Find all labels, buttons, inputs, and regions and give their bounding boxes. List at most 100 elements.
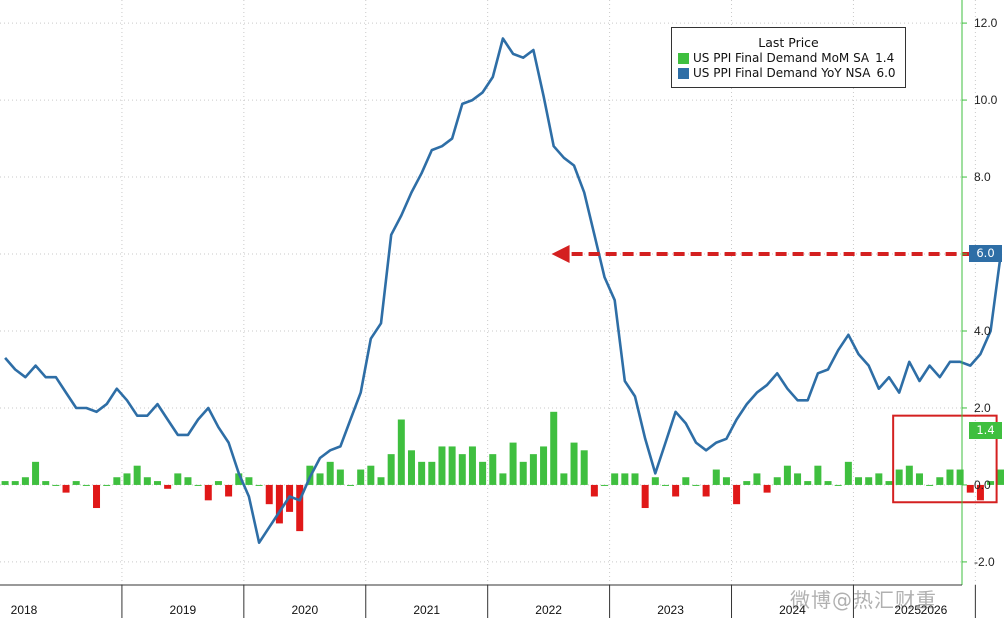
mom-bar [966,484,974,493]
mom-bar [987,481,995,485]
mom-bar [377,477,385,485]
mom-bar [255,484,263,486]
x-tick-label: 2019 [170,603,197,617]
highlight-box [892,414,998,504]
mom-bar [824,481,832,485]
y-tick-label: 8.0 [974,170,991,184]
mom-bar [641,484,649,509]
mom-bar [113,477,121,485]
mom-bar [611,473,619,485]
mom-bar [692,484,700,486]
x-tick-label: 2018 [11,603,38,617]
mom-bar [184,477,192,485]
mom-bar [316,473,324,485]
legend-item-mom: US PPI Final Demand MoM SA 1.4 [678,51,905,65]
mom-bar [326,461,334,485]
mom-bar [946,469,954,485]
x-tick-label: 2020 [291,603,318,617]
mom-bar [905,465,913,485]
mom-bar [103,484,111,486]
mom-bar [722,477,730,485]
x-tick-label: 2023 [657,603,684,617]
mom-bar [387,454,395,485]
mom-bar [601,484,609,486]
mom-bar [397,419,405,485]
y-tick-label: 4.0 [974,324,991,338]
mom-bar [702,484,710,497]
mom-bar [42,481,50,485]
mom-bar [245,477,253,485]
mom-bar [763,484,771,493]
mom-bar [225,484,233,497]
last-price-badge-yoy: 6.0 [969,245,1002,262]
mom-bar [21,477,29,485]
mom-bar [448,446,456,485]
last-price-badge-mom: 1.4 [969,422,1002,440]
mom-bar [529,454,537,485]
mom-bar [235,473,243,485]
mom-bar [1,481,9,485]
mom-bar [479,461,487,485]
mom-bar [926,484,934,486]
mom-bar [844,461,852,485]
mom-bar [733,484,741,505]
mom-bar [875,473,883,485]
mom-bar [936,477,944,485]
mom-bar [336,469,344,485]
yoy-line [4,37,1003,545]
x-tick-label: 2026 [921,603,948,617]
mom-bar [133,465,141,485]
legend-item-yoy: US PPI Final Demand YoY NSA 6.0 [678,66,905,80]
mom-bar [560,473,568,485]
mom-bar [367,465,375,485]
x-tick-label: 2024 [779,603,806,617]
mom-bar [540,446,548,485]
mom-bar [885,481,893,485]
mom-bar [418,461,426,485]
x-tick-label: 2022 [535,603,562,617]
y-tick-label: 10.0 [974,93,998,107]
mom-bar [93,484,101,509]
mom-bars [1,411,1004,532]
mom-bar [62,484,70,493]
mom-bar [296,484,304,532]
legend-value-yoy: 6.0 [876,66,896,80]
mom-bar [499,473,507,485]
mom-bar [458,454,466,485]
mom-bar [956,469,964,485]
mom-bar [407,450,415,485]
mom-bar [855,477,863,485]
mom-bar [895,469,903,485]
mom-bar [814,465,822,485]
mom-bar [509,442,517,485]
x-axis: 2018 2019 2020 2021 2022 2023 2024 2025 2026 [0,584,976,618]
mom-bar [32,461,40,485]
arrow-head [551,245,570,264]
watermark: 微博@热汇财重 [790,588,937,612]
legend-value-mom: 1.4 [875,51,895,65]
mom-bar [82,484,90,486]
mom-bar [682,477,690,485]
mom-bar [174,473,182,485]
mom-bar [865,477,873,485]
mom-bar [275,484,283,524]
mom-bar [976,484,984,501]
mom-bar [834,484,842,486]
mom-bar [164,484,172,489]
mom-bar [468,446,476,485]
mom-bar [773,477,781,485]
mom-bar [265,484,273,505]
yoy-line-path [4,37,1003,545]
annotations [551,245,998,504]
mom-bar [712,469,720,485]
mom-bar [743,481,751,485]
mom-bar [997,469,1004,485]
mom-bar [52,484,60,486]
mom-bar [915,473,923,485]
mom-bar [428,461,436,485]
mom-bar [347,484,355,486]
mom-bar [11,481,19,485]
y-tick-label: 0.0 [974,478,991,492]
y-tick-label: 2.0 [974,401,991,415]
